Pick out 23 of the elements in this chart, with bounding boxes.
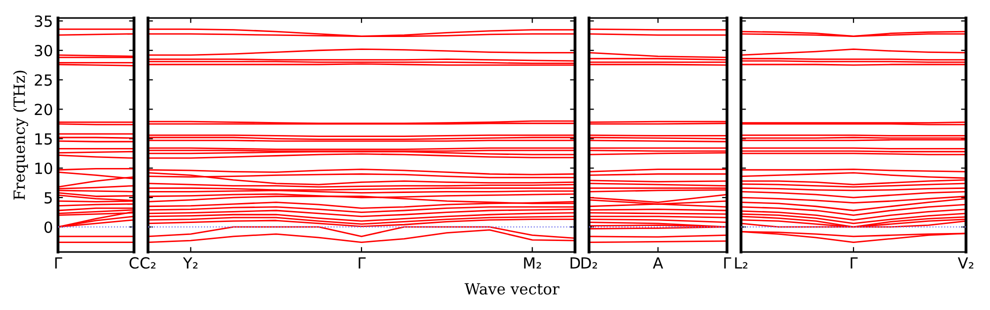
y-tick-label: 20 [34,104,52,116]
x-tick-label: Γ [55,257,62,268]
y-axis-title: Frequency (THz) [13,70,28,200]
x-tick-label: Γ [724,257,732,268]
x-tick-label: D₂ [582,257,597,269]
x-tick-label: C₂ [140,257,156,269]
y-tick-label: 0 [44,221,52,234]
y-tick-label: 25 [34,74,52,86]
y-tick-label: 5 [44,192,52,204]
x-axis-title: Wave vector [464,283,560,295]
x-tick-label: Γ [850,257,858,268]
x-tick-label: M₂ [524,257,541,269]
y-tick-label: 10 [35,162,52,174]
y-tick-label: 30 [34,44,52,56]
x-tick-label: Γ [358,257,366,268]
x-tick-label: D [570,257,580,268]
y-tick-label: 15 [35,133,52,145]
x-tick-label: V₂ [958,257,974,269]
x-tick-label: C [130,257,139,269]
x-tick-label: L₂ [735,257,748,269]
x-tick-label: A [652,257,664,268]
x-tick-label: Y₂ [182,257,198,269]
y-tick-label: 35 [34,15,52,27]
